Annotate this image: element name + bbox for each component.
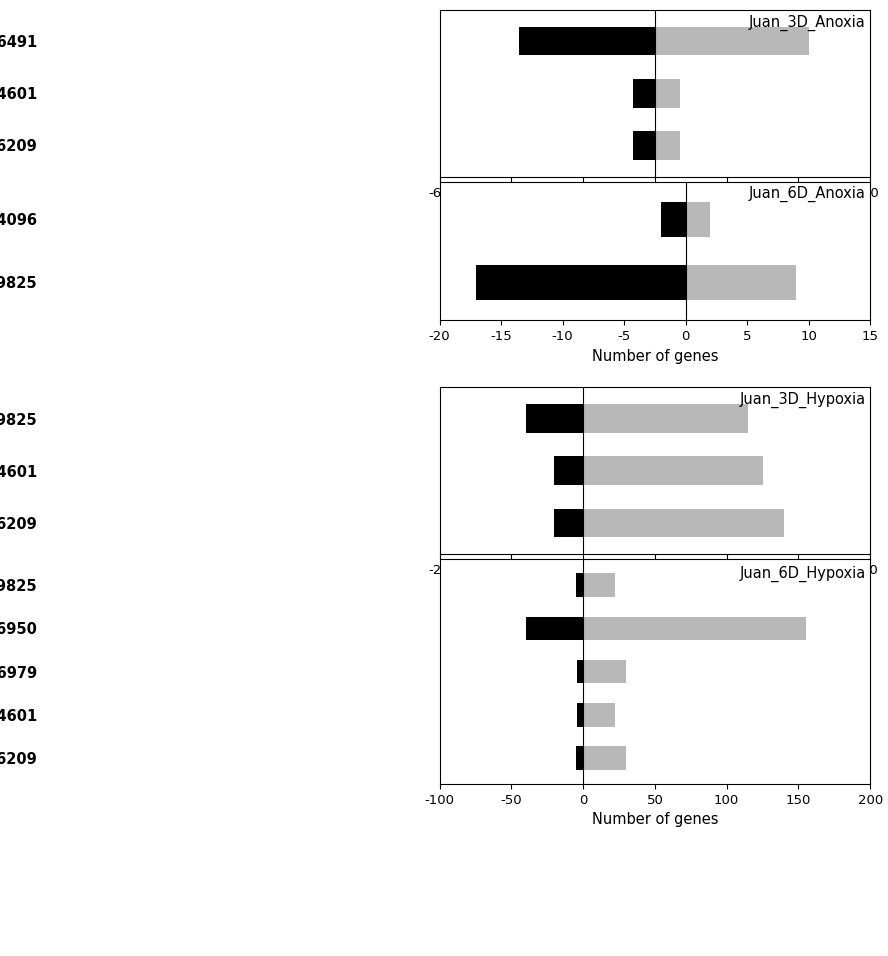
Bar [583, 617, 805, 641]
Bar [661, 202, 686, 237]
X-axis label: Number of genes: Number of genes [591, 813, 718, 827]
Bar [477, 265, 686, 300]
Text: Juan_6D_Anoxia: Juan_6D_Anoxia [749, 185, 866, 202]
Text: Juan_3D_Hypoxia: Juan_3D_Hypoxia [740, 392, 866, 408]
Bar [583, 703, 614, 727]
Bar [583, 574, 614, 598]
Bar [654, 131, 680, 160]
Bar [554, 509, 583, 537]
Bar [554, 456, 583, 486]
Bar [633, 78, 654, 108]
Bar [583, 746, 626, 770]
Bar [654, 27, 809, 55]
Bar [583, 404, 749, 433]
Bar [583, 509, 784, 537]
Bar [526, 617, 583, 641]
Bar [633, 131, 654, 160]
Bar [583, 456, 763, 486]
Bar [526, 404, 583, 433]
Bar [577, 703, 583, 727]
Text: Juan_6D_Hypoxia: Juan_6D_Hypoxia [740, 566, 866, 582]
Bar [583, 660, 626, 684]
Bar [577, 660, 583, 684]
Bar [654, 78, 680, 108]
Bar [576, 574, 583, 598]
Bar [519, 27, 654, 55]
Bar [686, 202, 710, 237]
Text: Juan_3D_Anoxia: Juan_3D_Anoxia [749, 14, 866, 31]
Bar [686, 265, 797, 300]
Bar [576, 746, 583, 770]
X-axis label: Number of genes: Number of genes [591, 349, 718, 363]
